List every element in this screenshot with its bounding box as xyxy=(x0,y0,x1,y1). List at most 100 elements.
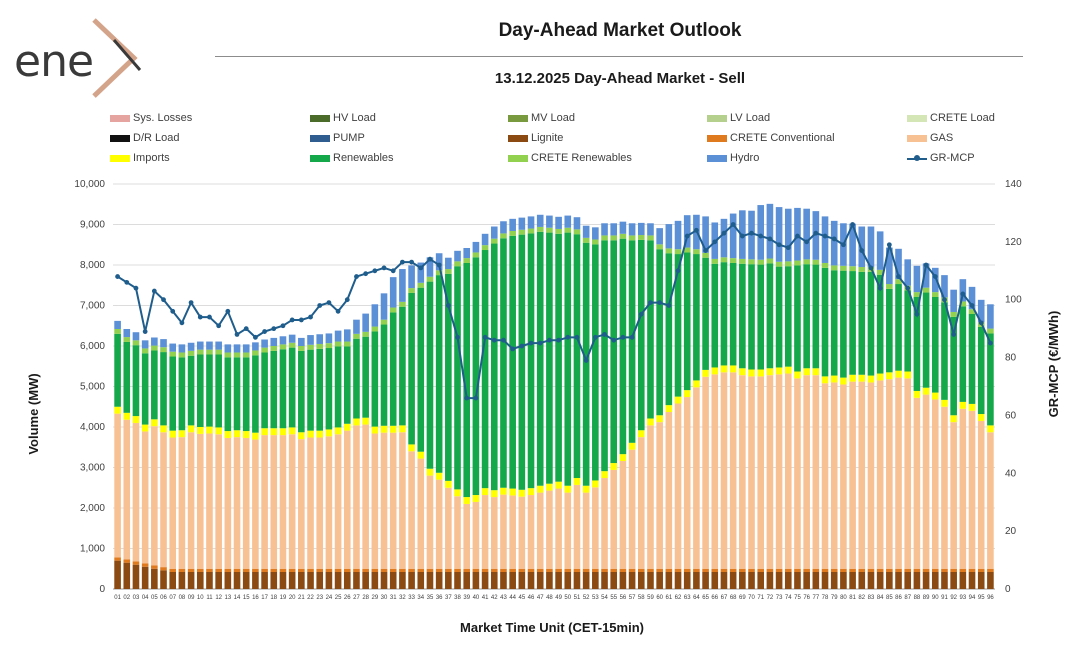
mcp-point xyxy=(225,308,231,314)
mcp-point xyxy=(390,268,396,274)
bar-segment xyxy=(592,571,599,589)
bar-segment xyxy=(950,289,957,312)
bar-segment xyxy=(353,571,360,589)
bar-segment xyxy=(665,571,673,589)
legend-swatch xyxy=(310,114,330,122)
bar-segment xyxy=(830,270,838,376)
bar-segment xyxy=(178,430,186,438)
bar-segment xyxy=(509,568,516,572)
bar-segment xyxy=(160,567,167,571)
y-axis-title: Volume (MW) xyxy=(26,373,41,454)
bar-segment xyxy=(913,397,921,569)
bar-segment xyxy=(683,215,691,248)
bar-segment xyxy=(840,377,847,385)
bar-segment xyxy=(904,568,912,572)
bar-segment xyxy=(371,326,379,332)
x-tick-label: 67 xyxy=(721,595,728,601)
x-tick-label: 11 xyxy=(206,595,213,601)
bar-segment xyxy=(922,387,930,395)
bar-segment xyxy=(408,568,415,572)
bar-segment xyxy=(711,367,719,375)
bar-segment xyxy=(720,257,728,263)
bar-segment xyxy=(729,365,737,373)
bar-segment xyxy=(610,463,618,470)
bar-segment xyxy=(950,316,957,416)
bar-segment xyxy=(242,437,250,569)
bar-segment xyxy=(196,427,204,434)
x-tick-label: 22 xyxy=(307,595,314,601)
bar-segment xyxy=(132,340,140,346)
bar-segment xyxy=(435,253,443,271)
legend-label: Sys. Losses xyxy=(133,112,193,124)
bar-segment xyxy=(399,269,406,302)
bar-segment xyxy=(720,218,728,258)
bar-segment xyxy=(601,478,608,569)
bar-segment xyxy=(886,571,893,589)
bar-segment xyxy=(592,487,599,569)
bar-segment xyxy=(748,571,755,589)
bar-segment xyxy=(913,390,921,398)
x-tick-label: 64 xyxy=(693,595,700,601)
bar-segment xyxy=(610,235,618,241)
bar-segment xyxy=(389,571,397,589)
x-tick-label: 82 xyxy=(858,595,865,601)
bar-segment xyxy=(307,571,314,589)
x-tick-label: 24 xyxy=(326,595,333,601)
bar-segment xyxy=(922,287,930,293)
x-tick-label: 78 xyxy=(822,595,829,601)
legend-item: LV Load xyxy=(707,112,770,124)
bar-segment xyxy=(941,399,948,407)
bar-segment xyxy=(582,242,590,486)
x-tick-label: 51 xyxy=(574,595,581,601)
mcp-point xyxy=(859,248,865,253)
bar-segment xyxy=(555,571,562,589)
mcp-point xyxy=(344,297,350,303)
bar-segment xyxy=(233,344,241,353)
bar-segment xyxy=(977,420,985,569)
mcp-point xyxy=(721,230,727,236)
bar-segment xyxy=(784,261,792,267)
mcp-point xyxy=(335,308,341,314)
bar-segment xyxy=(757,376,765,569)
bar-segment xyxy=(546,568,553,572)
x-tick-label: 96 xyxy=(987,595,994,601)
bar-segment xyxy=(316,343,324,349)
bar-segment xyxy=(628,223,636,236)
bar-segment xyxy=(435,568,443,572)
bar-segment xyxy=(141,566,149,589)
bar-segment xyxy=(886,568,893,572)
bar-segment xyxy=(766,375,774,569)
bar-segment xyxy=(610,571,618,589)
bar-segment xyxy=(656,571,663,589)
x-tick-label: 10 xyxy=(197,595,204,601)
y2-tick-label: 0 xyxy=(1005,584,1011,595)
bar-segment xyxy=(729,571,737,589)
legend-swatch xyxy=(508,114,528,122)
bar-segment xyxy=(215,568,222,572)
x-tick-label: 01 xyxy=(114,595,121,601)
mcp-point xyxy=(932,274,938,279)
bar-segment xyxy=(959,571,967,589)
y2-tick-label: 120 xyxy=(1005,237,1022,248)
bar-segment xyxy=(114,557,121,561)
mcp-point xyxy=(271,326,277,332)
bar-segment xyxy=(693,571,700,589)
bar-segment xyxy=(711,263,719,368)
bar-segment xyxy=(334,330,342,342)
bar-segment xyxy=(371,304,379,327)
bar-segment xyxy=(904,571,912,589)
bar-segment xyxy=(794,571,801,589)
bar-segment xyxy=(215,354,222,428)
mcp-point xyxy=(896,274,901,279)
bar-segment xyxy=(739,571,746,589)
bar-segment xyxy=(913,571,921,589)
bar-segment xyxy=(408,444,415,452)
bar-segment xyxy=(132,332,140,341)
bar-segment xyxy=(362,568,369,572)
bar-segment xyxy=(206,349,213,355)
legend-label: Renewables xyxy=(333,152,394,164)
bar-segment xyxy=(426,468,434,476)
bar-segment xyxy=(371,331,379,427)
bar-segment xyxy=(748,568,755,572)
bar-segment xyxy=(206,571,213,589)
